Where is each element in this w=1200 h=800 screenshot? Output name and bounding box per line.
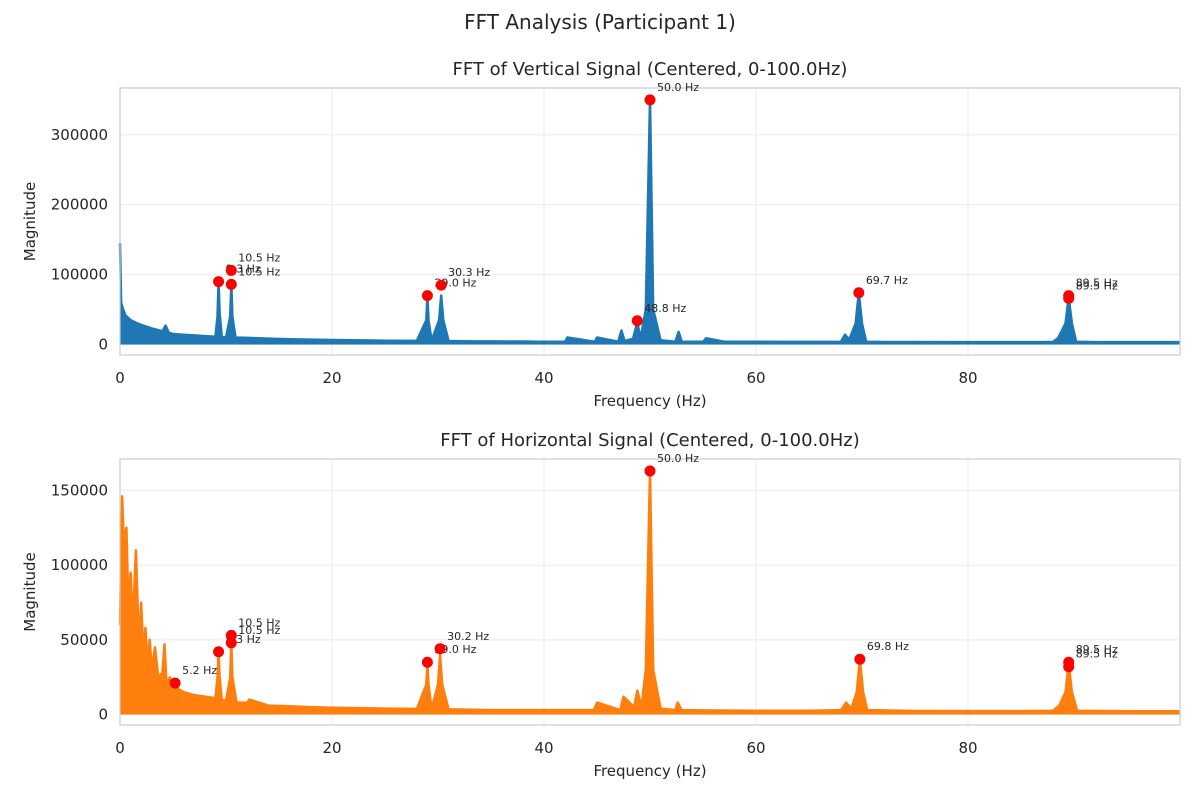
axes-frame [119, 87, 1181, 356]
peak-label: 30.3 Hz [448, 266, 490, 279]
peak-label: 48.8 Hz [644, 302, 686, 315]
peak-marker [1063, 292, 1075, 304]
y-tick-label: 100000 [51, 556, 108, 574]
peak-label: 89.5 Hz [1076, 643, 1118, 656]
peak-marker [213, 276, 225, 288]
peak-marker [631, 315, 643, 327]
x-axis-label: Frequency (Hz) [593, 762, 706, 780]
peak-marker [225, 264, 237, 276]
y-tick-label: 100000 [51, 266, 108, 284]
x-tick-label: 40 [534, 739, 553, 757]
x-tick-label: 20 [322, 739, 341, 757]
peak-marker [644, 94, 656, 106]
peak-label: 89.5 Hz [1076, 648, 1118, 661]
x-tick-label: 80 [958, 369, 977, 387]
peak-label: 69.7 Hz [866, 274, 908, 287]
y-tick-label: 300000 [51, 126, 108, 144]
peak-marker [854, 653, 866, 665]
figure-title: FFT Analysis (Participant 1) [464, 10, 736, 34]
peak-marker [213, 646, 225, 658]
peak-marker [169, 677, 181, 689]
y-tick-label: 200000 [51, 196, 108, 214]
peak-label: 50.0 Hz [657, 81, 699, 94]
chart-title: FFT of Horizontal Signal (Centered, 0-10… [440, 430, 859, 451]
x-tick-label: 0 [115, 739, 125, 757]
y-axis-label: Magnitude [21, 182, 39, 261]
peak-marker [225, 278, 237, 290]
peak-marker [435, 279, 447, 291]
x-tick-label: 60 [746, 739, 765, 757]
x-tick-label: 20 [322, 369, 341, 387]
peak-marker [421, 290, 433, 302]
peak-marker [225, 637, 237, 649]
peak-label: 10.5 Hz [238, 251, 280, 264]
peak-label: 50.0 Hz [657, 452, 699, 465]
peak-label: 10.5 Hz [238, 265, 280, 278]
y-axis-label: Magnitude [21, 552, 39, 631]
peak-label: 10.5 Hz [238, 624, 280, 637]
y-tick-label: 50000 [60, 631, 108, 649]
peak-marker [853, 287, 865, 299]
chart-title: FFT of Vertical Signal (Centered, 0-100.… [453, 59, 848, 80]
peak-label: 89.5 Hz [1076, 279, 1118, 292]
spectrum-fill [120, 471, 1180, 715]
peak-marker [1063, 661, 1075, 673]
x-tick-label: 40 [534, 369, 553, 387]
peak-label: 5.2 Hz [182, 664, 217, 677]
axes-frame [119, 458, 1181, 726]
x-tick-label: 60 [746, 369, 765, 387]
spectrum-fill [120, 99, 1180, 345]
y-tick-label: 150000 [51, 481, 108, 499]
x-axis-label: Frequency (Hz) [593, 392, 706, 410]
peak-label: 10.5 Hz [238, 616, 280, 629]
peak-label: 30.2 Hz [447, 630, 489, 643]
peak-label: 69.8 Hz [867, 640, 909, 653]
x-tick-label: 0 [115, 369, 125, 387]
peak-marker [434, 643, 446, 655]
spectrum-line [118, 469, 1180, 713]
peak-marker [644, 465, 656, 477]
x-tick-label: 80 [958, 739, 977, 757]
peak-marker [421, 656, 433, 668]
y-tick-label: 0 [98, 706, 108, 724]
spectrum-line [118, 98, 1180, 344]
y-tick-label: 0 [98, 336, 108, 354]
peak-label: 89.5 Hz [1076, 277, 1118, 290]
